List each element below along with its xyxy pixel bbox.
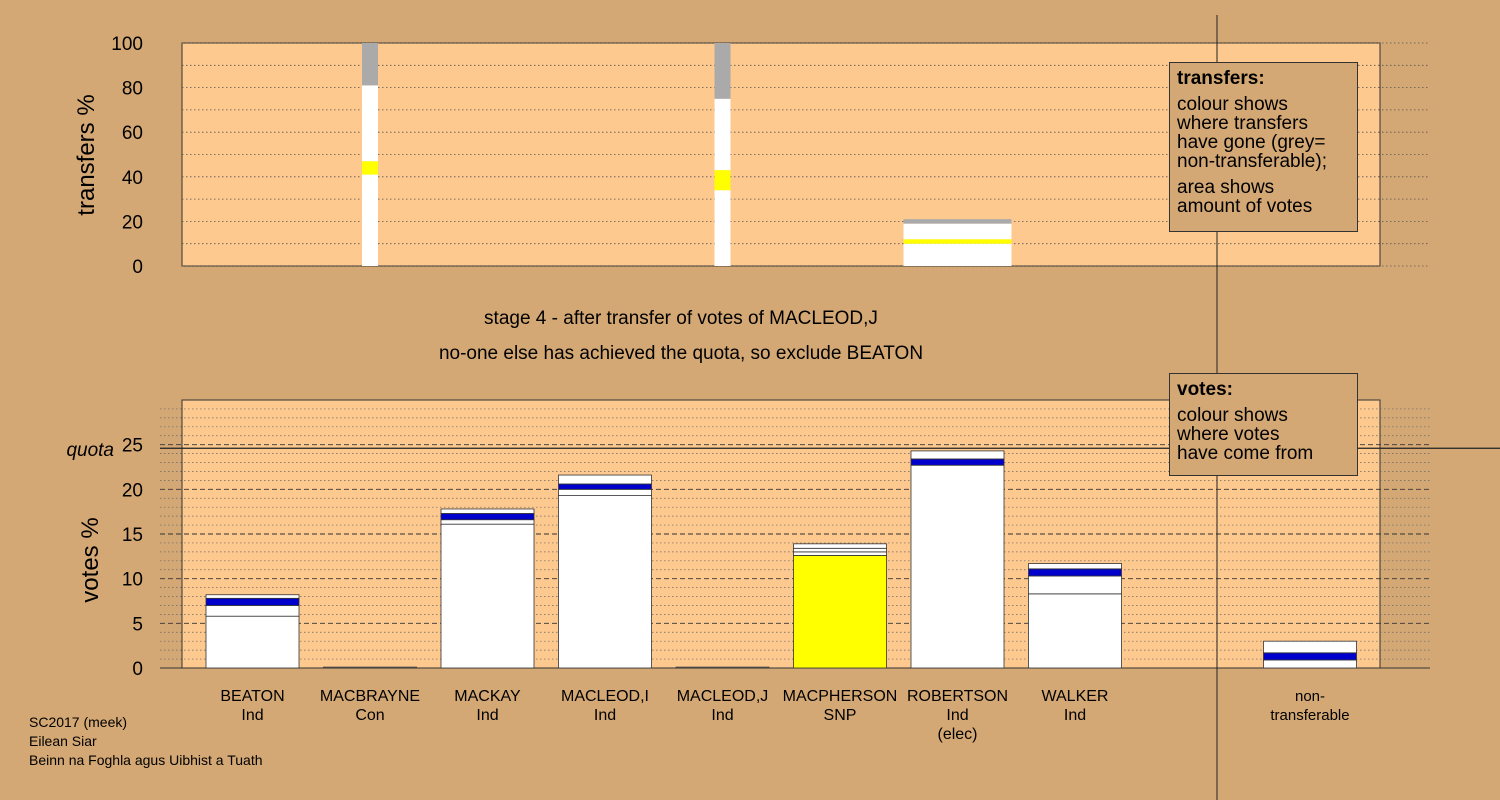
vote-bar-segment <box>910 458 1005 466</box>
footer-ward: Beinn na Foghla agus Uibhist a Tuath <box>29 752 263 768</box>
transfers-legend-text-2: area shows amount of votes <box>1177 177 1313 217</box>
transfers-legend: transfers: colour shows where transfers … <box>1169 62 1358 232</box>
vote-bar-segment <box>558 474 652 485</box>
vote-bar-segment <box>793 555 887 669</box>
vote-bar-segment <box>1028 575 1122 595</box>
votes-legend: votes: colour shows where votes have com… <box>1169 373 1358 476</box>
category-label: Ind <box>241 707 263 724</box>
transfers-tick-label: 0 <box>132 257 143 278</box>
transfer-segment <box>903 239 1012 244</box>
votes-tick-label: 10 <box>122 570 143 591</box>
category-label: non- <box>1295 688 1325 705</box>
category-label: MACKAY <box>454 688 521 705</box>
votes-legend-title: votes: <box>1177 379 1233 400</box>
vote-bar-segment <box>1028 593 1122 669</box>
vote-bar-segment <box>1263 659 1357 669</box>
votes-tick-label: 20 <box>122 480 143 501</box>
category-label: Ind <box>594 707 616 724</box>
vote-bar-segment <box>793 551 887 556</box>
transfer-segment <box>903 219 1012 224</box>
vote-bar-segment <box>440 513 535 521</box>
category-label: Ind <box>946 707 968 724</box>
transfer-segment <box>903 223 1012 240</box>
vote-bar-segment <box>1263 652 1357 661</box>
category-label: MACLEOD,I <box>561 688 649 705</box>
category-label: Ind <box>711 707 733 724</box>
votes-tick-label: 25 <box>122 436 143 457</box>
vote-bar-segment <box>910 464 1005 669</box>
vote-bar-segment <box>675 666 770 669</box>
stage-title: stage 4 - after transfer of votes of MAC… <box>484 308 878 329</box>
category-label: Con <box>355 707 384 724</box>
vote-bar-segment <box>205 597 300 606</box>
category-label: MACLEOD,J <box>677 688 769 705</box>
category-label: transferable <box>1270 707 1349 724</box>
transfers-tick-label: 20 <box>122 212 143 233</box>
transfers-tick-label: 40 <box>122 168 143 189</box>
category-label: MACBRAYNE <box>320 688 420 705</box>
transfers-tick-label: 100 <box>111 34 143 55</box>
vote-bar-segment <box>793 547 887 553</box>
vote-bar-segment <box>1263 640 1357 654</box>
footer-election: SC2017 (meek) <box>29 714 128 730</box>
transfers-tick-label: 80 <box>122 79 143 100</box>
transfers-tick-label: 60 <box>122 123 143 144</box>
vote-bar-segment <box>1028 568 1122 577</box>
category-label: Ind <box>1064 707 1086 724</box>
votes-axis-label: votes % <box>77 517 104 602</box>
vote-bar-segment <box>558 495 652 669</box>
transfer-segment <box>714 43 731 99</box>
category-label: Ind <box>476 707 498 724</box>
vote-bar-segment <box>793 543 887 549</box>
vote-bar-segment <box>440 519 535 525</box>
transfers-axis-label: transfers % <box>73 94 100 215</box>
transfer-segment <box>714 170 731 191</box>
transfer-segment <box>714 190 731 266</box>
votes-legend-text: colour shows where votes have come from <box>1177 405 1314 464</box>
transfer-segment <box>903 243 1012 266</box>
votes-tick-label: 15 <box>122 525 143 546</box>
vote-bar-segment <box>323 666 417 669</box>
transfer-segment <box>362 161 378 175</box>
vote-bar-segment <box>205 605 300 617</box>
category-label: BEATON <box>220 688 284 705</box>
transfers-legend-title: transfers: <box>1177 68 1265 89</box>
vote-bar-segment <box>205 594 300 599</box>
transfer-segment <box>362 174 378 266</box>
vote-bar-segment <box>440 508 535 514</box>
vote-bar-segment <box>910 450 1005 460</box>
vote-bar-segment <box>558 483 652 490</box>
footer: SC2017 (meek) Eilean Siar Beinn na Foghl… <box>29 713 263 770</box>
stage-subtitle: no-one else has achieved the quota, so e… <box>438 343 924 364</box>
category-label: SNP <box>824 707 857 724</box>
votes-tick-label: 0 <box>132 659 143 680</box>
category-label: MACPHERSON <box>783 688 898 705</box>
transfer-segment <box>714 98 731 171</box>
footer-council: Eilean Siar <box>29 733 97 749</box>
category-label: WALKER <box>1042 688 1109 705</box>
votes-tick-label: 5 <box>132 614 143 635</box>
vote-bar-segment <box>1028 563 1122 570</box>
transfer-segment <box>362 85 378 162</box>
category-label: (elec) <box>937 726 977 743</box>
category-label: ROBERTSON <box>907 688 1008 705</box>
transfers-legend-text-1: colour shows where transfers have gone (… <box>1177 94 1327 172</box>
vote-bar-segment <box>558 488 652 496</box>
vote-bar-segment <box>440 523 535 669</box>
transfer-segment <box>362 43 378 86</box>
quota-label: quota <box>66 440 114 461</box>
vote-bar-segment <box>205 615 300 669</box>
